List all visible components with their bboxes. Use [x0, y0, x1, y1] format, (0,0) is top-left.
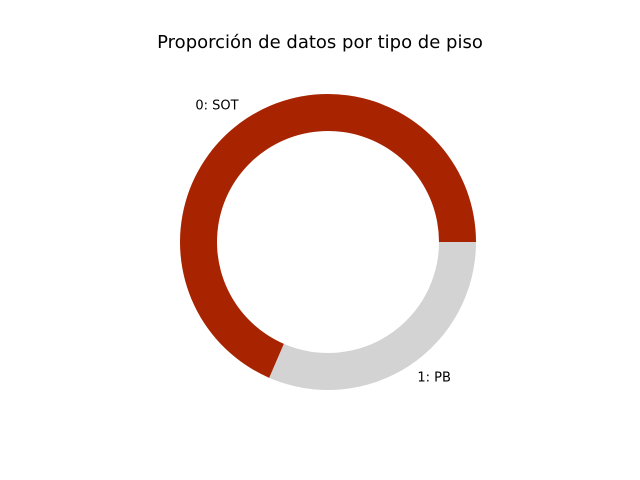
chart-title: Proporción de datos por tipo de piso — [157, 32, 483, 53]
slices-group — [180, 94, 476, 391]
slice-label-0: 0: SOT — [195, 98, 238, 113]
labels-group: 0: SOT 1: PB — [195, 98, 451, 385]
slice-label-1: 1: PB — [417, 371, 451, 386]
donut-slice-1 — [269, 242, 476, 391]
